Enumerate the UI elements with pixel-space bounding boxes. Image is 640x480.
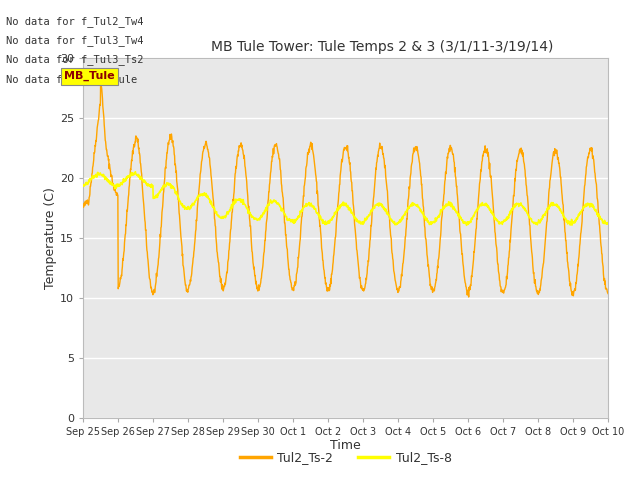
Text: No data for f_Tul3_Tw4: No data for f_Tul3_Tw4 [6,35,144,46]
Text: MB_Tule: MB_Tule [64,71,115,82]
Text: No data for f_Tul2_Tw4: No data for f_Tul2_Tw4 [6,16,144,27]
Text: No data for f_Tul3_Ts2: No data for f_Tul3_Ts2 [6,54,144,65]
Legend: Tul2_Ts-2, Tul2_Ts-8: Tul2_Ts-2, Tul2_Ts-8 [235,446,456,469]
X-axis label: Time: Time [330,439,361,453]
Y-axis label: Temperature (C): Temperature (C) [44,187,57,288]
Title: MB Tule Tower: Tule Temps 2 & 3 (3/1/11-3/19/14): MB Tule Tower: Tule Temps 2 & 3 (3/1/11-… [211,40,554,54]
Text: No data for f_MB_Tule: No data for f_MB_Tule [6,73,138,84]
